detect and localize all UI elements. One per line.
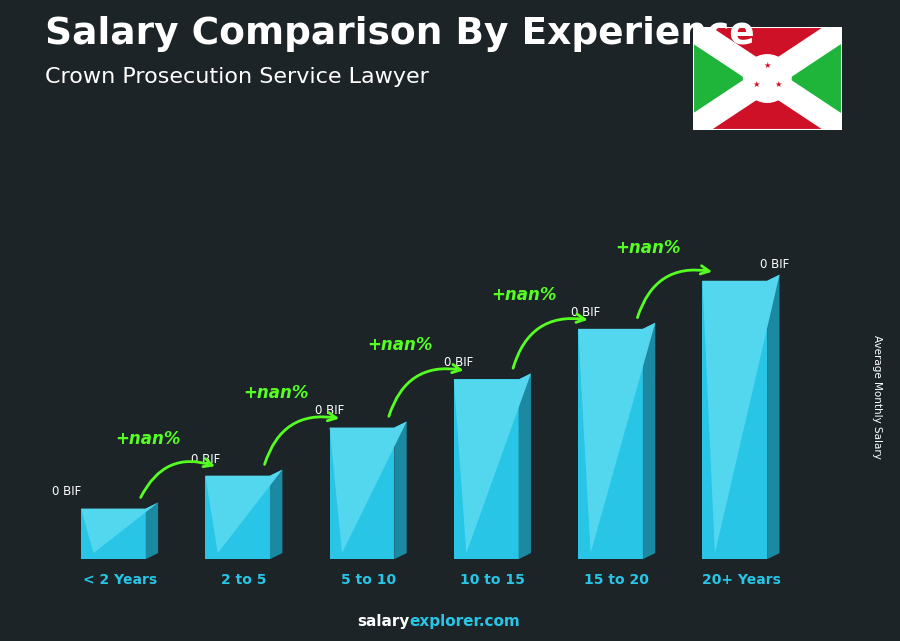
Polygon shape	[270, 470, 283, 559]
Polygon shape	[454, 373, 531, 553]
Polygon shape	[693, 26, 767, 131]
Bar	[454, 379, 518, 559]
Text: salary: salary	[357, 615, 410, 629]
Polygon shape	[146, 503, 158, 559]
Text: 0 BIF: 0 BIF	[571, 306, 600, 319]
Text: ★: ★	[763, 62, 771, 71]
Polygon shape	[643, 323, 655, 559]
Polygon shape	[693, 26, 842, 131]
Text: Average Monthly Salary: Average Monthly Salary	[872, 335, 883, 460]
Text: explorer.com: explorer.com	[410, 615, 520, 629]
Bar	[703, 281, 767, 559]
Text: 0 BIF: 0 BIF	[315, 404, 344, 417]
Bar	[578, 329, 643, 559]
Text: 2 to 5: 2 to 5	[221, 573, 266, 587]
Text: +nan%: +nan%	[115, 430, 180, 448]
Polygon shape	[329, 422, 407, 553]
Text: 10 to 15: 10 to 15	[460, 573, 525, 587]
Polygon shape	[767, 274, 779, 559]
Polygon shape	[578, 323, 655, 553]
Polygon shape	[767, 26, 842, 131]
Text: 0 BIF: 0 BIF	[760, 258, 789, 271]
Polygon shape	[693, 26, 842, 131]
Text: Crown Prosecution Service Lawyer: Crown Prosecution Service Lawyer	[45, 67, 429, 87]
Text: ★: ★	[752, 80, 760, 89]
Circle shape	[743, 54, 791, 103]
Polygon shape	[703, 274, 779, 553]
Text: ★: ★	[774, 80, 782, 89]
Bar	[81, 508, 146, 559]
Text: 0 BIF: 0 BIF	[191, 453, 220, 465]
Text: Salary Comparison By Experience: Salary Comparison By Experience	[45, 16, 755, 52]
Polygon shape	[81, 503, 158, 553]
Text: 15 to 20: 15 to 20	[584, 573, 649, 587]
Text: +nan%: +nan%	[616, 239, 681, 257]
Bar	[329, 428, 394, 559]
Bar	[205, 476, 270, 559]
Text: +nan%: +nan%	[491, 286, 557, 304]
Text: < 2 Years: < 2 Years	[83, 573, 157, 587]
Polygon shape	[205, 470, 283, 553]
Polygon shape	[394, 422, 407, 559]
Text: +nan%: +nan%	[367, 335, 433, 354]
Text: 0 BIF: 0 BIF	[445, 356, 473, 369]
Polygon shape	[518, 373, 531, 559]
Text: 5 to 10: 5 to 10	[340, 573, 396, 587]
Text: 0 BIF: 0 BIF	[51, 485, 81, 499]
Text: +nan%: +nan%	[243, 383, 309, 402]
Text: 20+ Years: 20+ Years	[702, 573, 780, 587]
